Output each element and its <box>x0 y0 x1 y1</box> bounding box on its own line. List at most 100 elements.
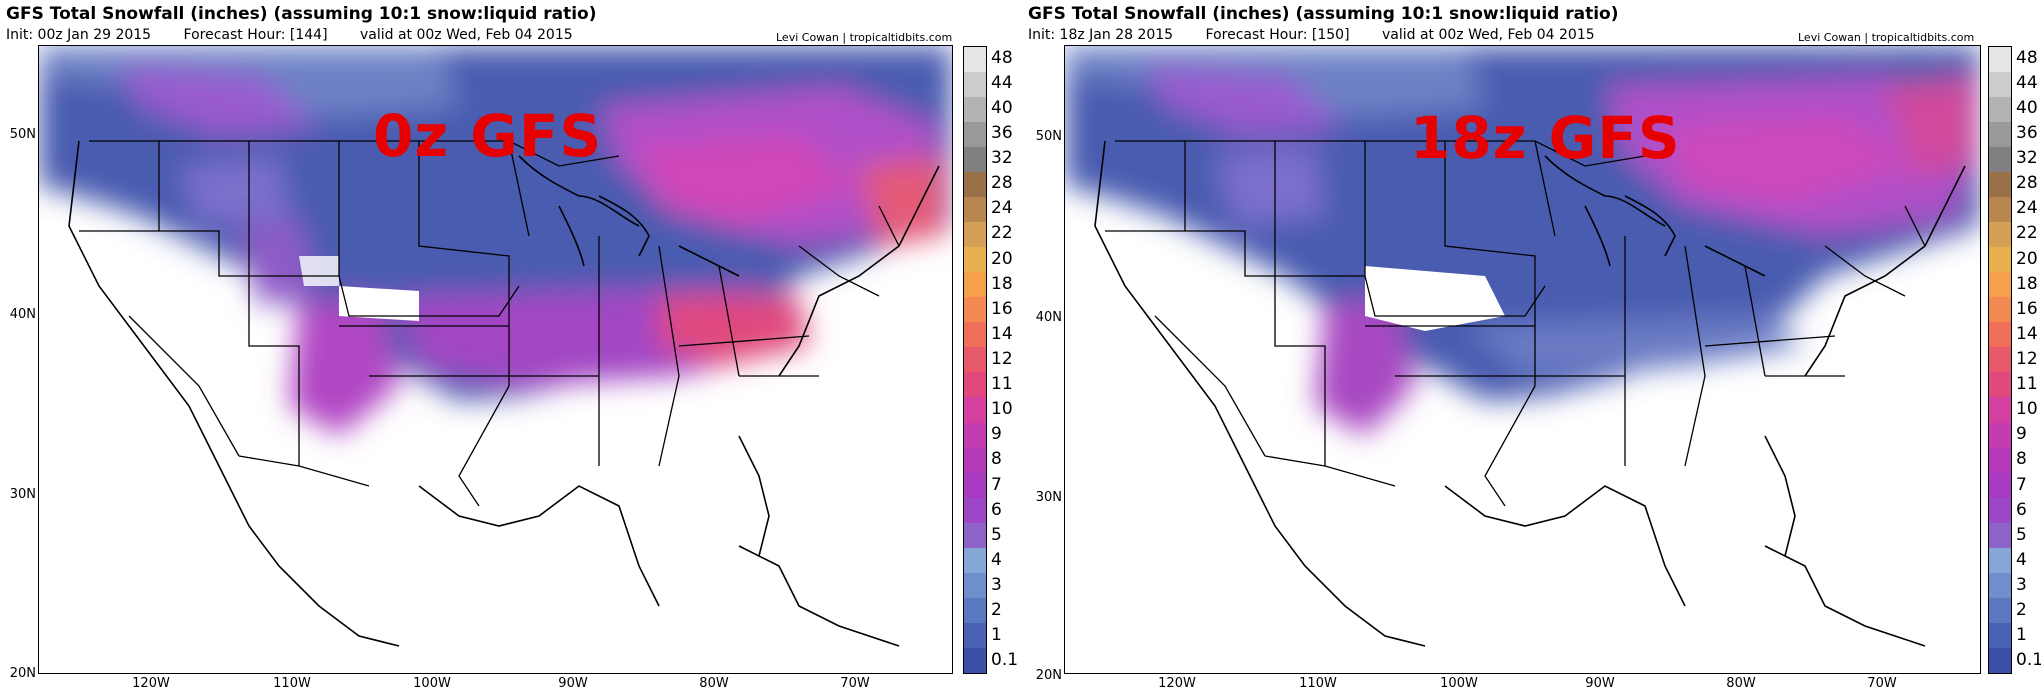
lon-label-120: 120W <box>132 676 170 691</box>
colorbar-label: 12 <box>991 349 1013 369</box>
snowfall-map: 0z GFS <box>38 45 953 674</box>
valid-time: valid at 00z Wed, Feb 04 2015 <box>359 27 573 43</box>
colorbar-label: 11 <box>2016 374 2038 395</box>
lon-label-70: 70W <box>840 676 870 691</box>
colorbar-swatch <box>1989 622 2011 648</box>
map-title: GFS Total Snowfall (inches) (assuming 10… <box>6 4 597 24</box>
colorbar-swatch <box>964 572 986 598</box>
colorbar-swatch <box>1989 397 2011 423</box>
lon-label-100: 100W <box>413 676 451 691</box>
colorbar-label: 16 <box>991 298 1013 319</box>
colorbar-label: 40 <box>2016 97 2038 118</box>
colorbar-label: 9 <box>991 424 1002 445</box>
colorbar-label: 14 <box>991 323 1013 344</box>
colorbar-label: 22 <box>991 223 1013 244</box>
map-graphic <box>1065 46 1980 673</box>
colorbar-swatch <box>1989 347 2011 373</box>
colorbar-swatch <box>1989 572 2011 598</box>
colorbar-swatch <box>1989 297 2011 323</box>
colorbar-swatch <box>964 472 986 498</box>
colorbar-label: 36 <box>2016 122 2038 143</box>
colorbar-label: 2 <box>991 600 1002 621</box>
lat-label-20: 20N <box>9 666 36 681</box>
colorbar-label: 18 <box>991 273 1013 294</box>
colorbar-label: 44 <box>991 72 1013 93</box>
colorbar-label: 44 <box>2016 72 2038 93</box>
colorbar-label: 7 <box>2016 474 2027 495</box>
colorbar-swatch <box>1989 247 2011 273</box>
map-title: GFS Total Snowfall (inches) (assuming 10… <box>1028 4 1619 24</box>
lat-label-40: 40N <box>1035 310 1062 325</box>
colorbar-swatch <box>1989 372 2011 398</box>
colorbar-label: 4 <box>2016 549 2027 570</box>
lat-label-50: 50N <box>9 127 36 142</box>
lat-label-30: 30N <box>1035 490 1062 505</box>
model-run-label: 18z GFS <box>1410 104 1681 172</box>
colorbar-swatch <box>1989 272 2011 298</box>
lon-label-80: 80W <box>699 676 729 691</box>
colorbar <box>1988 46 2012 674</box>
colorbar-swatch <box>964 622 986 648</box>
snowfall-map: 18z GFS <box>1064 45 1981 674</box>
colorbar-swatch <box>964 397 986 423</box>
colorbar-swatch <box>964 96 986 122</box>
map-graphic <box>39 46 952 673</box>
colorbar-label: 12 <box>2016 349 2038 369</box>
colorbar <box>963 46 987 674</box>
credit: Levi Cowan | tropicaltidbits.com <box>776 31 953 44</box>
init-time: Init: 18z Jan 28 2015 <box>1028 27 1174 43</box>
coastlines <box>1094 140 1966 647</box>
colorbar-swatch <box>964 197 986 223</box>
colorbar-label: 8 <box>2016 449 2027 470</box>
panel-18z: GFS Total Snowfall (inches) (assuming 10… <box>1022 0 2041 692</box>
colorbar-label: 14 <box>2016 323 2038 344</box>
map-subtitle: Init: 00z Jan 29 2015 Forecast Hour: [14… <box>6 27 601 43</box>
colorbar-swatch <box>1989 647 2011 673</box>
colorbar-swatch <box>964 447 986 473</box>
lat-label-40: 40N <box>9 307 36 322</box>
lat-label-50: 50N <box>1035 129 1062 144</box>
colorbar-swatch <box>964 422 986 448</box>
colorbar-swatch <box>1989 222 2011 248</box>
snow-shading <box>39 46 952 436</box>
colorbar-swatch <box>964 247 986 273</box>
colorbar-swatch <box>1989 447 2011 473</box>
colorbar-swatch <box>1989 147 2011 173</box>
colorbar-label: 28 <box>991 173 1013 194</box>
colorbar-label: 22 <box>2016 223 2038 244</box>
colorbar-label: 36 <box>991 122 1013 143</box>
colorbar-swatch <box>964 372 986 398</box>
colorbar-label: 48 <box>2016 47 2038 68</box>
init-time: Init: 00z Jan 29 2015 <box>6 27 152 43</box>
model-run-label: 0z GFS <box>373 102 603 170</box>
colorbar-swatch <box>964 172 986 198</box>
colorbar-label: 1 <box>2016 625 2027 646</box>
snow-shading <box>1065 46 1980 436</box>
colorbar-label: 2 <box>2016 600 2027 621</box>
colorbar-swatch <box>964 322 986 348</box>
lon-label-110: 110W <box>273 676 311 691</box>
colorbar-swatch <box>1989 322 2011 348</box>
coastlines <box>68 140 940 647</box>
colorbar-swatch <box>964 347 986 373</box>
colorbar-label: 5 <box>991 524 1002 545</box>
colorbar-label: 5 <box>2016 524 2027 545</box>
panel-0z: GFS Total Snowfall (inches) (assuming 10… <box>0 0 1018 692</box>
colorbar-label: 28 <box>2016 173 2038 194</box>
lon-label-90: 90W <box>558 676 588 691</box>
colorbar-label: 24 <box>2016 198 2038 219</box>
colorbar-swatch <box>1989 522 2011 548</box>
colorbar-label: 6 <box>991 499 1002 520</box>
map-subtitle: Init: 18z Jan 28 2015 Forecast Hour: [15… <box>1028 27 1623 43</box>
colorbar-swatch <box>1989 71 2011 97</box>
colorbar-label: 20 <box>991 248 1013 269</box>
lon-label-80: 80W <box>1726 676 1756 691</box>
colorbar-swatch <box>964 297 986 323</box>
colorbar-swatch <box>1989 172 2011 198</box>
colorbar-label: 1 <box>991 625 1002 646</box>
colorbar-label: 18 <box>2016 273 2038 294</box>
colorbar-swatch <box>964 597 986 623</box>
colorbar-swatch <box>964 272 986 298</box>
borders <box>79 140 900 507</box>
colorbar-label: 32 <box>991 148 1013 169</box>
